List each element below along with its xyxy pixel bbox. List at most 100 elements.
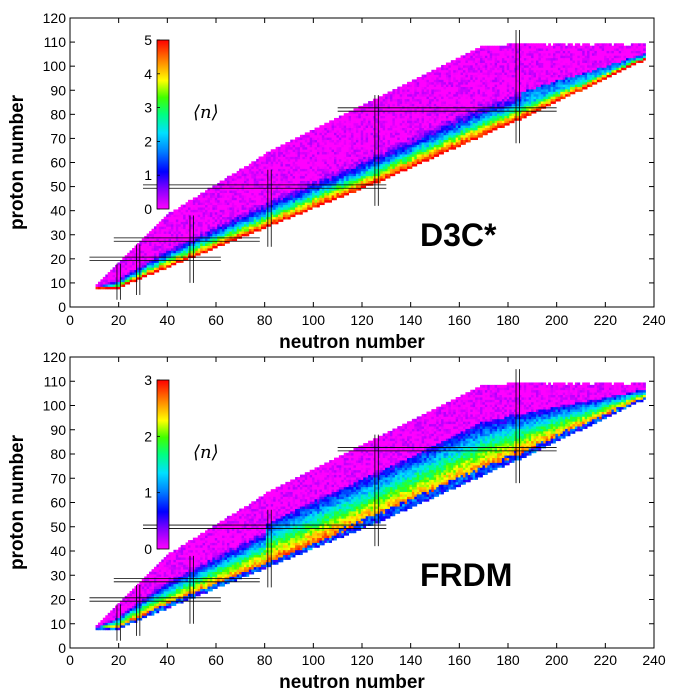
heatmap-cell xyxy=(190,250,194,254)
heatmap-cell xyxy=(409,113,413,116)
heatmap-cell xyxy=(465,101,469,104)
heatmap-cell xyxy=(411,149,415,153)
heatmap-cell xyxy=(326,122,330,126)
heatmap-cell xyxy=(282,166,286,169)
heatmap-cell xyxy=(394,156,398,160)
heatmap-cell xyxy=(411,122,415,126)
heatmap-cell xyxy=(180,233,184,237)
heatmap-cell xyxy=(251,175,255,179)
heatmap-cell xyxy=(472,101,476,104)
heatmap-cell xyxy=(358,129,362,133)
heatmap-cell xyxy=(394,149,398,153)
heatmap-cell xyxy=(407,158,410,162)
heatmap-cell xyxy=(222,233,225,237)
heatmap-cell xyxy=(438,105,442,109)
heatmap-cell xyxy=(205,204,208,208)
heatmap-cell xyxy=(509,50,513,54)
heatmap-cell xyxy=(341,185,345,189)
heatmap-cell xyxy=(166,240,169,244)
heatmap-cell xyxy=(387,117,391,121)
heatmap-cell xyxy=(243,233,247,237)
heatmap-cell xyxy=(504,103,508,107)
heatmap-cell xyxy=(117,284,121,287)
heatmap-cell xyxy=(122,284,126,287)
heatmap-cell xyxy=(353,132,357,136)
heatmap-cell xyxy=(338,166,342,169)
heatmap-cell xyxy=(268,221,272,225)
heatmap-cell xyxy=(229,214,233,218)
heatmap-cell xyxy=(424,158,427,162)
heatmap-cell xyxy=(285,170,289,174)
heatmap-cell xyxy=(334,129,337,133)
heatmap-cell xyxy=(411,86,415,90)
heatmap-cell xyxy=(455,79,459,83)
heatmap-cell xyxy=(263,170,267,174)
heatmap-cell xyxy=(358,154,362,157)
heatmap-cell xyxy=(241,190,245,194)
heatmap-cell xyxy=(338,132,342,136)
heatmap-cell xyxy=(414,108,418,112)
heatmap-cell xyxy=(431,108,435,112)
heatmap-cell xyxy=(195,240,199,244)
heatmap-cell xyxy=(302,139,306,143)
heatmap-cell xyxy=(229,238,233,242)
heatmap-cell xyxy=(115,269,118,273)
heatmap-cell xyxy=(243,170,247,174)
heatmap-cell xyxy=(132,262,135,266)
heatmap-cell xyxy=(124,257,128,261)
heatmap-cell xyxy=(302,149,306,153)
heatmap-cell xyxy=(409,132,413,136)
heatmap-cell xyxy=(239,175,242,179)
heatmap-cell xyxy=(445,64,449,68)
heatmap-cell xyxy=(197,245,201,249)
heatmap-cell xyxy=(280,144,284,148)
heatmap-cell xyxy=(190,204,194,208)
heatmap-cell xyxy=(119,284,123,287)
heatmap-cell xyxy=(236,221,240,225)
heatmap-cell xyxy=(397,93,401,97)
heatmap-cell xyxy=(467,89,471,92)
heatmap-cell xyxy=(331,190,335,194)
heatmap-cell xyxy=(314,127,318,131)
heatmap-cell xyxy=(458,129,461,133)
heatmap-cell xyxy=(421,122,425,126)
heatmap-cell xyxy=(353,137,357,141)
heatmap-cell xyxy=(355,122,359,126)
heatmap-cell xyxy=(307,139,311,143)
heatmap-cell xyxy=(334,132,337,136)
heatmap-cell xyxy=(334,166,337,169)
heatmap-cell xyxy=(482,77,486,80)
heatmap-cell xyxy=(263,158,267,162)
heatmap-cell xyxy=(197,228,201,232)
heatmap-cell xyxy=(280,197,284,201)
heatmap-cell xyxy=(346,156,350,160)
heatmap-cell xyxy=(409,96,413,100)
heatmap-cell xyxy=(511,55,515,59)
heatmap-cell xyxy=(443,139,447,143)
heatmap-cell xyxy=(219,228,223,232)
heatmap-cell xyxy=(409,154,413,157)
heatmap-cell xyxy=(173,247,177,251)
heatmap-cell xyxy=(261,195,264,198)
heatmap-cell xyxy=(309,190,313,194)
heatmap-cell xyxy=(428,101,432,104)
heatmap-cell xyxy=(368,139,371,143)
heatmap-cell xyxy=(462,64,466,68)
heatmap-cell xyxy=(462,96,466,100)
heatmap-cell xyxy=(151,240,155,244)
heatmap-cell xyxy=(290,163,294,167)
heatmap-cell xyxy=(385,149,388,153)
heatmap-cell xyxy=(407,129,410,133)
heatmap-cell xyxy=(219,192,223,196)
heatmap-cell xyxy=(321,163,325,167)
heatmap-cell xyxy=(239,209,242,213)
heatmap-cell xyxy=(205,209,208,213)
heatmap-cell xyxy=(141,269,145,273)
heatmap-cell xyxy=(107,276,111,280)
heatmap-cell xyxy=(433,72,437,75)
heatmap-cell xyxy=(399,139,403,143)
heatmap-cell xyxy=(316,182,320,186)
heatmap-cell xyxy=(183,243,186,246)
heatmap-cell xyxy=(190,221,194,225)
heatmap-cell xyxy=(414,137,418,141)
